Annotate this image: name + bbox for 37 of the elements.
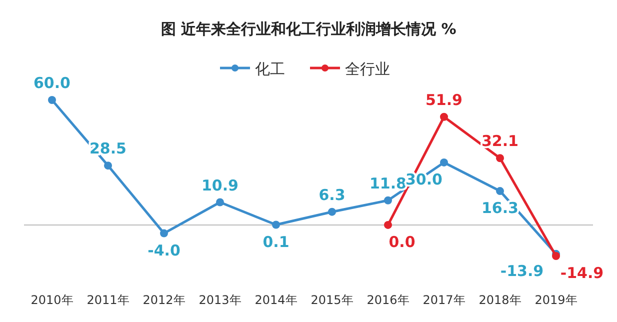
point bbox=[216, 198, 224, 206]
x-tick-label: 2019年 bbox=[534, 293, 578, 307]
chart-title: 图 近年来全行业和化工行业利润增长情况 % bbox=[160, 20, 456, 38]
point bbox=[384, 196, 392, 204]
point bbox=[384, 220, 392, 229]
x-tick-label: 2012年 bbox=[142, 293, 186, 307]
data-label: 60.0 bbox=[33, 74, 71, 92]
point bbox=[496, 154, 504, 162]
x-tick-label: 2010年 bbox=[30, 293, 74, 307]
x-tick-label: 2014年 bbox=[254, 293, 298, 307]
point bbox=[440, 112, 448, 121]
data-label: -14.9 bbox=[560, 264, 604, 282]
point bbox=[552, 252, 560, 260]
point bbox=[272, 220, 280, 229]
point bbox=[160, 229, 168, 238]
x-tick-label: 2016年 bbox=[366, 293, 410, 307]
point bbox=[48, 96, 56, 104]
legend-label: 全行业 bbox=[345, 60, 390, 78]
legend-label: 化工 bbox=[255, 60, 285, 78]
data-label: 0.0 bbox=[388, 232, 416, 251]
data-label: 0.1 bbox=[262, 232, 290, 251]
point bbox=[104, 162, 112, 170]
data-label: -13.9 bbox=[500, 262, 544, 280]
data-label: 11.8 bbox=[369, 174, 407, 192]
data-label: 6.3 bbox=[318, 186, 346, 204]
point bbox=[440, 158, 448, 166]
data-label: 32.1 bbox=[481, 132, 519, 150]
data-label: 51.9 bbox=[425, 90, 463, 109]
x-tick-label: 2017年 bbox=[422, 293, 466, 307]
x-tick-label: 2018年 bbox=[478, 293, 522, 307]
x-tick-label: 2013年 bbox=[198, 293, 242, 307]
x-tick-label: 2015年 bbox=[310, 293, 354, 307]
x-tick-label: 2011年 bbox=[86, 293, 130, 307]
point bbox=[496, 187, 504, 196]
data-label: -4.0 bbox=[148, 241, 180, 260]
data-label: 10.9 bbox=[201, 176, 239, 194]
point bbox=[328, 208, 336, 216]
